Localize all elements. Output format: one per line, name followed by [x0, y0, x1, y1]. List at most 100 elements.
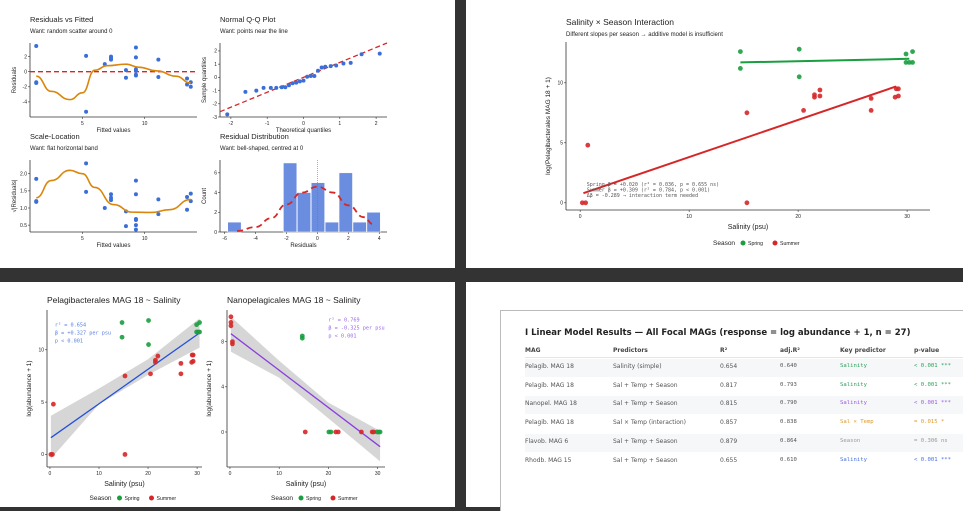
cell-r2: 0.815: [720, 400, 738, 408]
data-point: [274, 85, 279, 90]
data-point: [84, 53, 89, 58]
data-point: [34, 199, 39, 204]
histogram-bar: [338, 172, 353, 233]
data-point: [156, 197, 161, 202]
data-point-summer: [190, 352, 196, 358]
x-tick-label: 4: [378, 236, 381, 242]
x-axis-label: Fitted values: [96, 128, 130, 134]
data-point: [133, 178, 138, 183]
chart-subtitle: Different slopes per season → additive m…: [566, 32, 723, 38]
data-point: [34, 176, 39, 181]
header-mag: MAG: [525, 347, 541, 354]
x-tick-label: 5: [81, 236, 84, 242]
histogram-bar: [283, 162, 298, 233]
data-point-summer: [895, 86, 901, 92]
x-tick-label: 20: [326, 471, 332, 477]
data-point-summer: [895, 93, 901, 99]
data-point-summer: [801, 108, 806, 113]
data-point: [185, 76, 190, 81]
annotation-text: r² = 0.769: [328, 317, 359, 323]
cell-predictors: Sal + Temp + Season: [613, 437, 678, 445]
x-axis-label: Fitted values: [96, 243, 130, 249]
data-point-spring: [146, 342, 151, 347]
data-point: [109, 192, 114, 197]
data-point: [133, 68, 138, 73]
annotation-text: Summer β = +0.309 (r² = 0.784, p < 0.001…: [587, 188, 710, 194]
x-tick-label: 1: [338, 121, 341, 127]
data-point: [305, 74, 310, 79]
annotation-text: β = +0.327 per psu: [55, 331, 111, 337]
legend-title: Season: [713, 240, 735, 247]
data-point-spring: [194, 329, 200, 335]
table-title: I Linear Model Results — All Focal MAGs …: [525, 328, 911, 338]
data-point: [319, 65, 324, 70]
x-tick-label: 20: [795, 214, 801, 220]
data-point: [133, 227, 138, 232]
qq-reference-line: [219, 42, 388, 113]
cell-adj-r2: 0.793: [780, 381, 797, 388]
data-point-summer: [585, 142, 591, 148]
cell-key-predictor: Sal × Temp: [840, 419, 874, 426]
data-point: [133, 192, 138, 197]
chart-subtitle: Want: bell-shaped, centred at 0: [220, 146, 304, 152]
cell-key-predictor: Salinity: [840, 381, 867, 388]
y-tick-label: -2: [23, 85, 28, 91]
y-tick-label: 2: [214, 210, 217, 216]
x-tick-label: 0: [229, 471, 232, 477]
y-tick-label: 6: [214, 171, 217, 177]
data-point: [123, 224, 128, 229]
chart-title: Salinity × Season Interaction: [566, 17, 674, 27]
x-tick-label: 0: [49, 471, 52, 477]
chart-title: Normal Q-Q Plot: [220, 15, 276, 24]
data-point-spring: [903, 60, 909, 65]
data-point-summer: [148, 371, 153, 377]
data-point: [34, 81, 39, 86]
x-tick-label: 5: [81, 121, 84, 127]
data-point: [133, 223, 138, 228]
histogram-bar: [310, 182, 325, 233]
cell-mag: Pelagib. MAG 18: [525, 381, 574, 389]
header-key-predictor: Key predictor: [840, 347, 886, 354]
legend-swatch-summer: [149, 495, 154, 501]
data-point: [188, 191, 193, 196]
cell-predictors: Sal × Temp (interaction): [613, 419, 687, 427]
data-point: [312, 74, 317, 79]
data-point: [261, 85, 266, 90]
y-tick-label: 10: [557, 81, 563, 87]
data-point-spring: [910, 49, 915, 54]
cell-predictors: Sal + Temp + Season: [613, 400, 678, 408]
x-tick-label: -1: [265, 121, 270, 127]
x-axis-label: Salinity (psu): [728, 224, 768, 231]
annotation-text: p < 0.001: [328, 333, 356, 339]
data-point-spring: [197, 320, 202, 325]
data-point-summer: [812, 92, 817, 98]
y-tick-label: 4: [221, 385, 224, 391]
data-point-spring: [796, 46, 802, 52]
data-point-spring: [903, 51, 909, 57]
table-row: Nanopel. MAG 18 Sal + Temp + Season 0.815 0…: [525, 396, 963, 415]
data-point-spring: [737, 66, 743, 71]
x-axis-label: Theoretical quantiles: [276, 128, 331, 134]
data-point-summer: [583, 200, 589, 206]
cell-p-value: < 0.001 ***: [914, 456, 952, 463]
y-axis-label: √|Residuals|: [11, 179, 18, 212]
data-point-summer: [817, 87, 823, 93]
x-tick-label: 2: [375, 121, 378, 127]
data-point-spring: [910, 60, 915, 65]
table-row: Rhodb. MAG 15 Sal + Temp + Season 0.655 0.6…: [525, 453, 963, 471]
header-predictors: Predictors: [613, 347, 648, 354]
data-point-summer: [228, 314, 234, 320]
data-point-summer: [817, 93, 823, 99]
x-tick-label: 0: [579, 214, 582, 220]
cell-p-value: = 0.306 ns: [914, 437, 948, 444]
fit-line-spring: [740, 57, 910, 64]
x-axis-label: Salinity (psu): [104, 481, 144, 488]
model-results-table: I Linear Model Results — All Focal MAGs …: [500, 310, 963, 511]
data-point: [254, 88, 259, 93]
data-point: [133, 218, 138, 222]
confidence-band: [50, 318, 200, 459]
cell-adj-r2: 0.790: [780, 400, 797, 407]
y-tick-label: 2.0: [20, 172, 27, 178]
data-point: [123, 75, 128, 80]
data-point-summer: [178, 360, 184, 366]
